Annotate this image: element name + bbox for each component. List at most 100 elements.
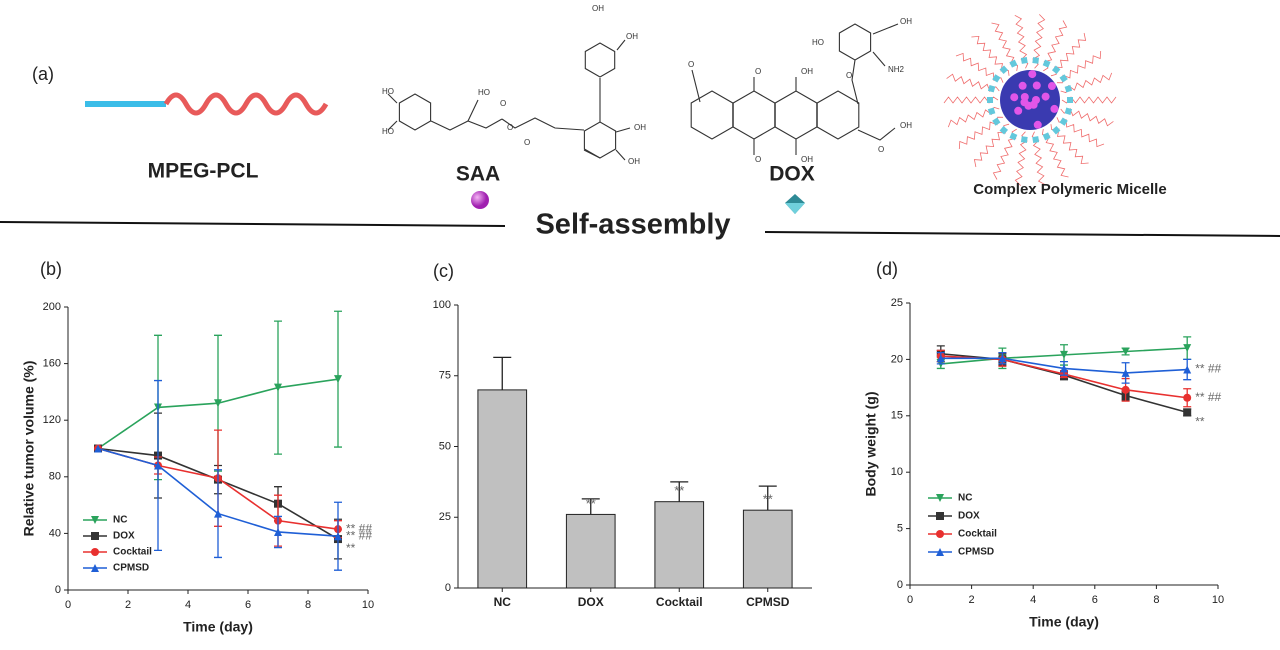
- bar: [654, 501, 705, 589]
- atom: OH: [634, 123, 646, 132]
- atom: OH: [900, 121, 912, 130]
- atom: HO: [382, 87, 394, 96]
- assembly-label: Self-assembly: [535, 209, 730, 241]
- annotation: **: [1195, 415, 1205, 429]
- y-tick-label: 5: [897, 523, 903, 535]
- micelle-dox: [1032, 57, 1040, 64]
- atom: OH: [626, 32, 638, 41]
- bond: [615, 127, 631, 133]
- annotation: ** ##: [1195, 390, 1221, 404]
- micelle-saa: [1018, 81, 1027, 90]
- divider: [764, 231, 1280, 237]
- legend-label: CPMSD: [958, 547, 994, 558]
- bond: [616, 39, 626, 51]
- chart: (b) 0 40 80 120 160 200 0 2 4 6 8 10 Time (day) Relati…: [21, 259, 374, 635]
- atom: HO: [382, 127, 394, 136]
- x-tick-label: 6: [1092, 594, 1098, 606]
- y-tick-label: 120: [43, 414, 61, 426]
- micelle: [943, 14, 1117, 186]
- y-tick-label: 80: [49, 471, 61, 483]
- y-axis-label: Relative tumor volume (%): [21, 361, 37, 537]
- marker: [91, 548, 99, 556]
- dox-label: DOX: [769, 163, 815, 186]
- molecules: [387, 23, 899, 161]
- y-tick-label: 0: [55, 584, 61, 596]
- y-tick-label: 10: [891, 466, 903, 478]
- series: [936, 351, 1192, 384]
- marker: [936, 354, 945, 363]
- x-tick-label: DOX: [578, 595, 604, 609]
- micelle-dox: [1009, 132, 1018, 141]
- bond: [615, 149, 626, 161]
- micelle-label: Complex Polymeric Micelle: [973, 181, 1166, 198]
- micelle-dox: [1051, 65, 1061, 74]
- bond: [851, 59, 859, 105]
- marker: [1183, 365, 1192, 374]
- bond: [691, 69, 701, 103]
- panel-label: (c): [433, 261, 454, 281]
- marker: [91, 516, 99, 524]
- bond: [430, 118, 503, 131]
- marker: [214, 399, 222, 408]
- x-axis-label: Time (day): [183, 619, 253, 635]
- micelle-saa: [1028, 70, 1037, 79]
- atom: OH: [592, 4, 604, 13]
- ring: [838, 23, 872, 61]
- ring: [584, 42, 616, 78]
- saa-sphere: [471, 191, 489, 209]
- marker: [998, 354, 1007, 363]
- atom: O: [755, 155, 761, 164]
- y-tick-label: 20: [891, 353, 903, 365]
- bond: [467, 99, 479, 122]
- micelle-chain: [973, 123, 1010, 168]
- marker: [936, 548, 944, 556]
- micelle-saa: [1010, 93, 1019, 102]
- bond: [501, 117, 585, 131]
- x-axis-label: Time (day): [1029, 614, 1099, 630]
- atom: HO: [478, 88, 490, 97]
- y-tick-label: 15: [891, 410, 903, 422]
- x-tick-label: 4: [185, 599, 191, 611]
- micelle-saa: [1033, 120, 1042, 129]
- annotation: ** ##: [1195, 362, 1221, 376]
- atom: HO: [812, 38, 824, 47]
- x-tick-label: 2: [125, 599, 131, 611]
- y-tick-label: 25: [439, 511, 451, 523]
- error-bar: [670, 481, 689, 502]
- micelle-dox: [1064, 107, 1073, 115]
- atom: OH: [900, 17, 912, 26]
- bond: [387, 120, 398, 131]
- atom: O: [878, 145, 884, 154]
- bond: [857, 127, 896, 141]
- micelle-dox: [992, 117, 1001, 126]
- x-tick-label: 8: [1153, 594, 1159, 606]
- y-tick-label: 50: [439, 440, 451, 452]
- x-tick-label: NC: [494, 595, 512, 609]
- legend-label: Cocktail: [113, 547, 152, 558]
- error-bar: [493, 356, 512, 390]
- pcl-chain: [163, 92, 329, 116]
- marker: [1183, 408, 1192, 417]
- micelle-saa: [1041, 92, 1050, 101]
- x-tick-label: CPMSD: [746, 595, 790, 609]
- marker: [274, 383, 282, 392]
- micelle-dox: [1059, 117, 1068, 126]
- x-tick-label: 0: [65, 599, 71, 611]
- y-axis-label: Body weight (g): [863, 392, 879, 497]
- micelle-dox: [1009, 59, 1018, 68]
- micelle-chain: [1056, 117, 1105, 148]
- divider: [0, 221, 506, 227]
- legend-label: CPMSD: [113, 563, 149, 574]
- annotation: **: [674, 483, 684, 498]
- bar: [477, 389, 528, 589]
- y-tick-label: 0: [445, 582, 451, 594]
- atom: O: [500, 99, 506, 108]
- atom: O: [507, 123, 513, 132]
- micelle-dox: [987, 85, 996, 93]
- micelle-saa: [1014, 106, 1023, 115]
- bond: [387, 93, 398, 104]
- marker: [936, 530, 944, 538]
- micelle-dox: [992, 74, 1001, 83]
